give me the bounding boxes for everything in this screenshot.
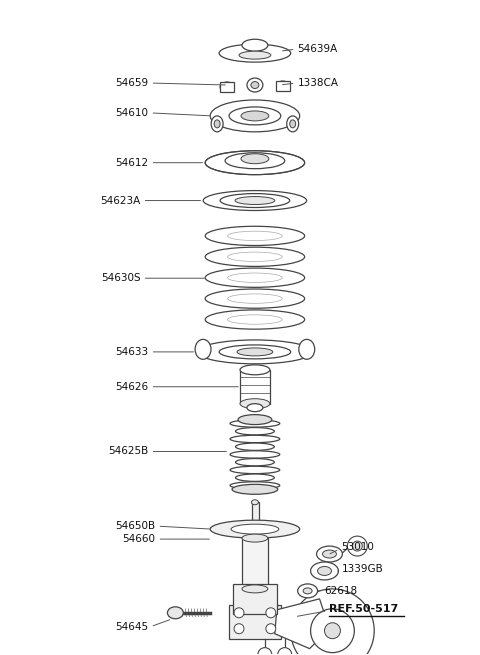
Bar [233,584,277,614]
Circle shape [311,608,354,652]
Polygon shape [275,599,329,648]
Ellipse shape [316,546,342,562]
Ellipse shape [247,403,263,411]
Text: 54612: 54612 [115,158,148,168]
Text: 54660: 54660 [122,534,156,544]
Text: 54633: 54633 [115,347,148,357]
Ellipse shape [240,365,270,375]
Ellipse shape [238,415,272,424]
Ellipse shape [197,340,312,364]
Ellipse shape [168,607,183,619]
Ellipse shape [242,585,268,593]
Text: 54610: 54610 [116,108,148,118]
Ellipse shape [311,562,338,580]
Ellipse shape [241,111,269,121]
Circle shape [234,608,244,618]
Text: 53010: 53010 [341,542,374,552]
Ellipse shape [214,120,220,128]
Ellipse shape [230,466,280,474]
Ellipse shape [205,151,305,175]
Ellipse shape [277,81,288,89]
Bar [240,370,270,403]
Ellipse shape [236,474,274,481]
Ellipse shape [225,153,285,169]
Ellipse shape [237,348,273,356]
Ellipse shape [241,154,269,164]
Ellipse shape [205,289,305,309]
Ellipse shape [232,484,278,495]
Ellipse shape [229,107,281,125]
Ellipse shape [205,268,305,288]
Ellipse shape [230,451,280,458]
Ellipse shape [298,584,318,598]
Bar [242,538,268,589]
Ellipse shape [299,339,315,360]
Bar [276,81,290,91]
Ellipse shape [231,524,279,534]
Circle shape [352,541,362,551]
Circle shape [266,624,276,633]
Ellipse shape [242,534,268,542]
Ellipse shape [211,116,223,132]
Ellipse shape [318,567,332,576]
Circle shape [266,608,276,618]
Text: 54626: 54626 [115,382,148,392]
Ellipse shape [230,436,280,443]
Ellipse shape [252,500,258,505]
Text: 54639A: 54639A [298,44,338,54]
Ellipse shape [251,81,259,88]
Ellipse shape [303,588,312,594]
Ellipse shape [230,482,280,489]
Text: 54650B: 54650B [115,521,156,531]
Ellipse shape [219,44,291,62]
Text: 54659: 54659 [115,78,148,88]
Text: 62618: 62618 [324,586,358,596]
Ellipse shape [323,550,336,558]
Text: 1339GB: 1339GB [341,564,383,574]
Ellipse shape [210,100,300,132]
Circle shape [348,536,367,556]
Ellipse shape [203,191,307,210]
Ellipse shape [290,120,296,128]
Ellipse shape [242,39,268,51]
Ellipse shape [195,339,211,360]
Ellipse shape [230,420,280,427]
Text: 54623A: 54623A [100,196,141,206]
Bar [229,605,281,639]
Ellipse shape [235,196,275,204]
Circle shape [291,589,374,655]
Circle shape [234,624,244,633]
Ellipse shape [220,194,290,208]
Ellipse shape [205,310,305,329]
Text: REF.50-517: REF.50-517 [329,604,399,614]
Text: 54630S: 54630S [101,273,141,283]
Ellipse shape [236,458,274,466]
Ellipse shape [236,443,274,451]
Text: 54625B: 54625B [108,447,148,457]
Circle shape [278,648,292,655]
Bar [252,502,259,527]
Bar [220,82,234,92]
Circle shape [258,648,272,655]
Ellipse shape [210,520,300,538]
Ellipse shape [240,399,270,409]
Ellipse shape [247,78,263,92]
Ellipse shape [205,226,305,246]
Ellipse shape [219,345,291,359]
Ellipse shape [287,116,299,132]
Ellipse shape [236,428,274,435]
Ellipse shape [205,247,305,267]
Text: 54645: 54645 [115,622,148,631]
Ellipse shape [239,51,271,59]
Ellipse shape [220,82,234,92]
Text: 1338CA: 1338CA [298,78,339,88]
Circle shape [324,623,340,639]
